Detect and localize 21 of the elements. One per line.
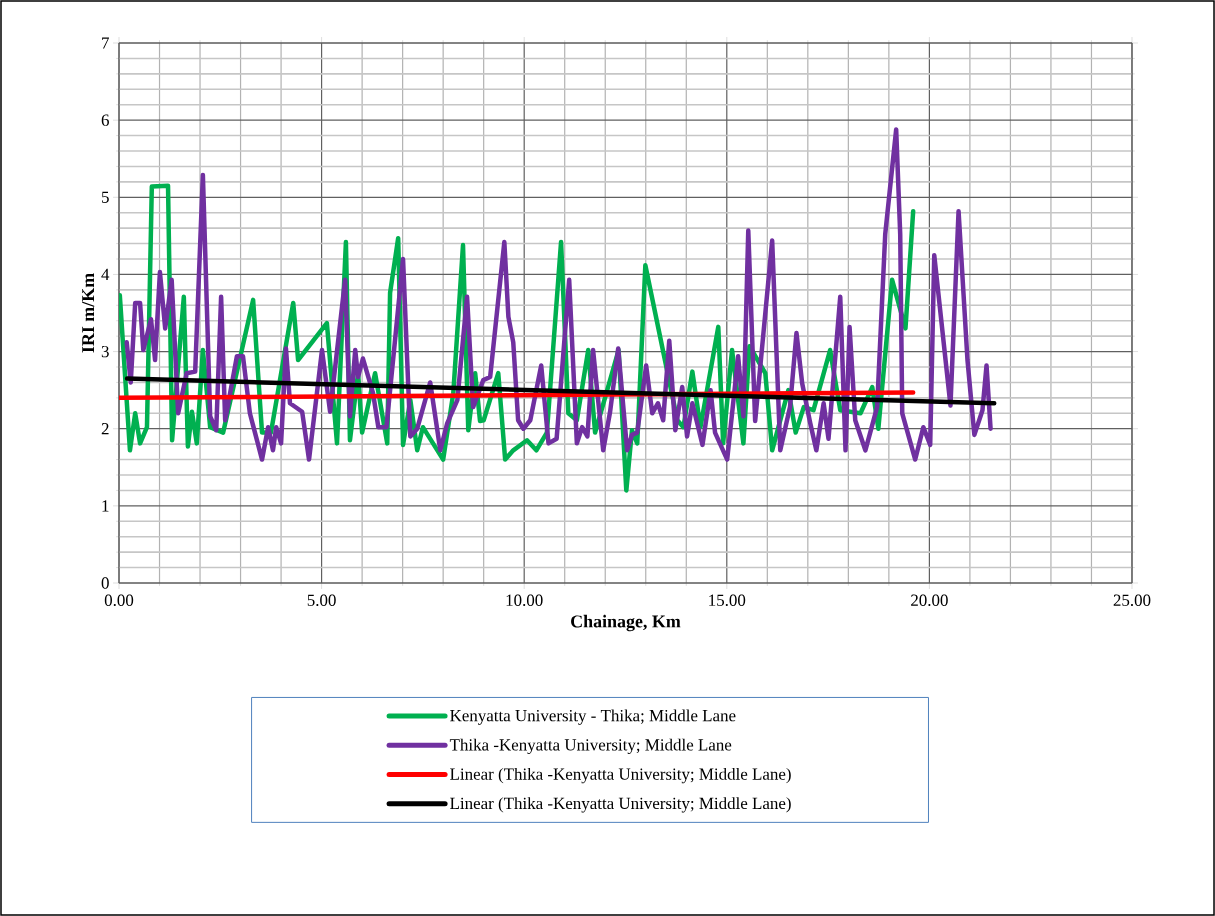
y-tick-label: 3 bbox=[101, 345, 109, 358]
y-tick-label: 1 bbox=[102, 500, 109, 512]
y-tick-label: 4 bbox=[101, 268, 110, 280]
legend-label: Linear (Thika -Kenyatta University; Middle Lane) bbox=[450, 797, 791, 813]
line-series bbox=[124, 127, 993, 462]
x-tick-label: 25.00 bbox=[1113, 594, 1151, 607]
x-tick-label: 20.00 bbox=[911, 594, 948, 607]
x-tick-label: 15.00 bbox=[709, 594, 746, 607]
y-tick-label: 7 bbox=[102, 37, 109, 49]
legend-label: Kenyatta University - Thika; Middle Lane bbox=[450, 709, 736, 725]
x-tick-label: 0.00 bbox=[104, 594, 134, 607]
y-tick-label: 0 bbox=[101, 577, 109, 589]
x-tick-label: 10.00 bbox=[506, 594, 543, 607]
y-axis-title: IRI m/Km bbox=[82, 273, 95, 353]
y-tick-label: 6 bbox=[101, 114, 109, 126]
y-tick-label: 5 bbox=[102, 191, 109, 203]
legend-label: Thika -Kenyatta University; Middle Lane bbox=[449, 738, 732, 755]
legend-label: Linear (Thika -Kenyatta University; Middle Lane) bbox=[450, 767, 791, 784]
x-tick-label: 5.00 bbox=[307, 594, 336, 607]
x-axis-title: Chainage, Km bbox=[571, 614, 681, 632]
y-tick-label: 2 bbox=[101, 423, 109, 435]
